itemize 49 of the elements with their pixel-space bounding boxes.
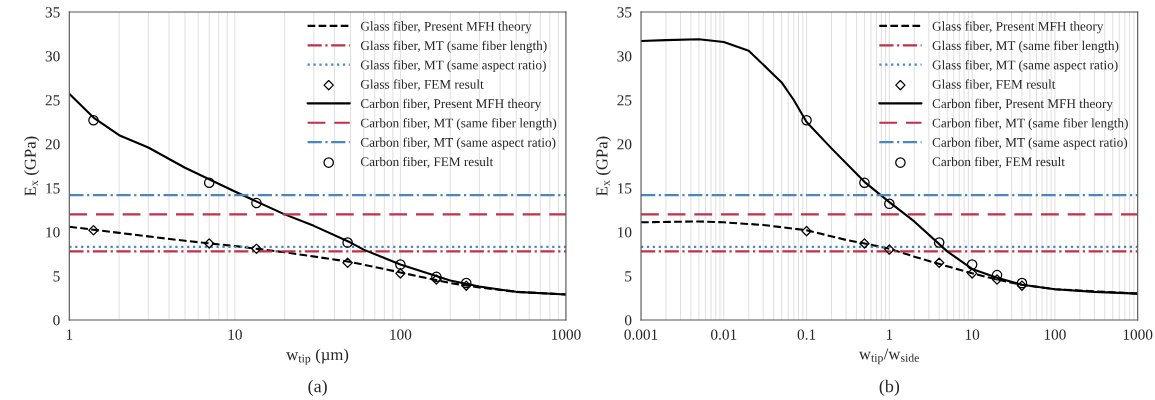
x-axis-title: w$_{tip}$ (µm) [286,348,349,365]
legend-label: Glass fiber, MT (same aspect ratio) [360,60,546,73]
legend-label: Glass fiber, Present MFH theory [360,21,532,34]
y-tick-label: 5 [625,271,632,282]
x-tick-label: 100 [1044,329,1066,340]
y-tick-label: 20 [617,139,632,150]
legend-label: Carbon fiber, Present MFH theory [360,98,542,111]
legend-label: Carbon fiber, MT (same fiber length) [932,118,1128,131]
legend-label: Carbon fiber, FEM result [932,156,1065,169]
legend-label: Carbon fiber, FEM result [360,156,494,169]
x-tick-label: 1 [886,329,893,340]
y-tick-label: 30 [45,51,60,62]
x-tick-label: 1000 [1123,329,1153,340]
legend-label: Carbon fiber, Present MFH theory [932,98,1113,111]
legend-label: Glass fiber, Present MFH theory [932,21,1104,34]
y-tick-label: 25 [45,95,60,106]
x-tick-label: 0.001 [624,329,658,340]
y-tick-label: 15 [618,183,632,194]
y-tick-label: 35 [617,7,632,18]
x-tick-label: 10 [228,329,242,340]
y-tick-label: 20 [45,139,60,150]
legend-label: Glass fiber, MT (same fiber length) [932,40,1119,53]
legend-label: Glass fiber, MT (same aspect ratio) [932,60,1118,73]
legend-label: Carbon fiber, MT (same aspect ratio) [360,137,556,150]
y-tick-label: 25 [617,95,632,106]
legend-label: Glass fiber, FEM result [932,79,1056,91]
y-axis-title: E$_{x}$ (GPa) [24,136,40,196]
x-axis-title: w$_{tip}$/w$_{side}$ [858,348,919,365]
y-tick-label: 35 [45,7,60,18]
x-tick-label: 1000 [552,329,581,340]
y-tick-label: 0 [624,315,632,326]
x-tick-label: 1 [66,329,73,340]
y-axis-title: E$_{x}$ (GPa) [595,136,611,196]
y-tick-label: 0 [53,315,60,326]
y-tick-label: 30 [617,51,632,62]
legend-label: Carbon fiber, MT (same aspect ratio) [932,137,1128,150]
y-tick-label: 5 [53,271,60,282]
x-tick-label: 0.1 [797,329,816,340]
text: (a) [308,379,327,396]
x-tick-label: 0.01 [711,329,737,340]
legend-label: Glass fiber, FEM result [360,79,484,91]
x-tick-label: 100 [390,329,412,340]
text: (b) [879,379,900,396]
y-tick-label: 10 [618,227,632,238]
y-tick-label: 10 [46,227,60,238]
legend-label: Carbon fiber, MT (same fiber length) [360,118,557,131]
legend-label: Glass fiber, MT (same fiber length) [360,40,547,53]
x-tick-label: 10 [965,329,980,340]
y-tick-label: 15 [46,183,60,194]
